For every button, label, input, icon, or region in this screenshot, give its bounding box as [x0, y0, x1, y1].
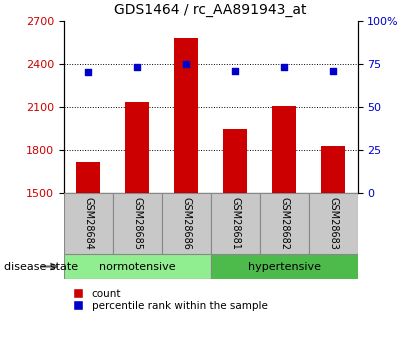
- Point: [85, 70, 92, 75]
- Point: [183, 61, 189, 67]
- Bar: [162, 193, 211, 254]
- Text: disease state: disease state: [4, 262, 78, 272]
- Text: hypertensive: hypertensive: [247, 262, 321, 272]
- Bar: [260, 193, 309, 254]
- Bar: [174, 38, 199, 193]
- Text: GSM28681: GSM28681: [230, 197, 240, 250]
- Bar: [321, 147, 345, 193]
- Bar: [64, 193, 113, 254]
- Bar: [223, 129, 247, 193]
- Bar: [211, 254, 358, 279]
- Text: GSM28685: GSM28685: [132, 197, 142, 250]
- Text: GSM28686: GSM28686: [181, 197, 191, 250]
- Bar: [76, 161, 100, 193]
- Bar: [309, 193, 358, 254]
- Bar: [272, 106, 296, 193]
- Text: normotensive: normotensive: [99, 262, 175, 272]
- Text: GSM28683: GSM28683: [328, 197, 338, 250]
- Bar: [125, 102, 150, 193]
- Bar: [64, 254, 210, 279]
- Point: [281, 65, 287, 70]
- Title: GDS1464 / rc_AA891943_at: GDS1464 / rc_AA891943_at: [114, 3, 307, 17]
- Point: [330, 68, 336, 73]
- Text: GSM28682: GSM28682: [279, 197, 289, 250]
- Point: [134, 65, 141, 70]
- Text: GSM28684: GSM28684: [83, 197, 93, 250]
- Legend: count, percentile rank within the sample: count, percentile rank within the sample: [69, 285, 272, 316]
- Bar: [113, 193, 162, 254]
- Point: [232, 68, 238, 73]
- Bar: [211, 193, 260, 254]
